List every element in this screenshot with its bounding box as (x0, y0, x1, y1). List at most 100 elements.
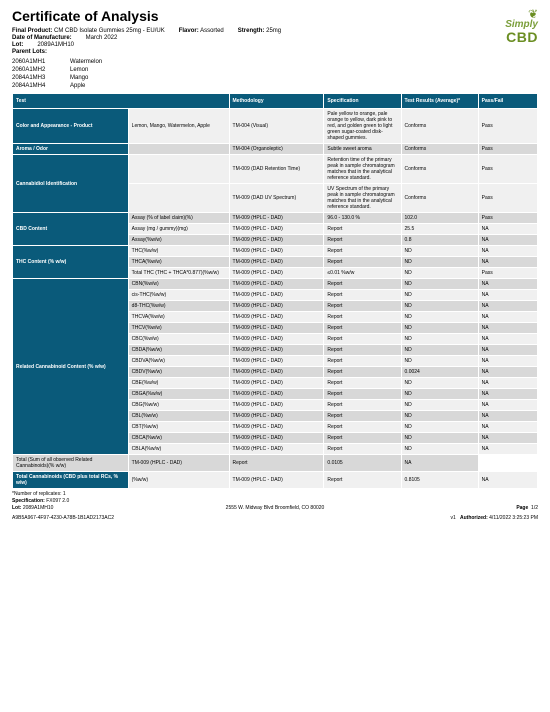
parent-lot-flavor: Watermelon (70, 59, 102, 65)
spec-cell: Report (324, 235, 401, 246)
flavor-label: Flavor: (179, 28, 199, 34)
spec-cell: Report (324, 389, 401, 400)
sub-cell: CBT(%w/w) (128, 422, 229, 433)
results-table: Test Methodology Specification Test Resu… (12, 93, 538, 489)
method-cell: TM-009 (HPLC - DAD) (229, 334, 324, 345)
parent-lots-label: Parent Lots: (12, 49, 47, 55)
sub-cell: Assay (mg / gummy)(mg) (128, 224, 229, 235)
method-cell: TM-009 (HPLC - DAD) (229, 279, 324, 290)
footer-lot-label: Lot: (12, 505, 21, 511)
strength-label: Strength: (238, 28, 265, 34)
method-cell: TM-009 (HPLC - DAD) (229, 312, 324, 323)
passfail-cell: NA (478, 472, 537, 489)
passfail-cell: NA (478, 323, 537, 334)
th-spec: Specification (324, 94, 401, 109)
result-cell: 0.0024 (401, 367, 478, 378)
spec-cell: Report (324, 290, 401, 301)
method-cell: TM-009 (HPLC - DAD) (229, 472, 324, 489)
method-cell: TM-009 (HPLC - DAD) (229, 433, 324, 444)
method-cell: TM-009 (DAD UV Spectrum) (229, 184, 324, 213)
method-cell: TM-009 (HPLC - DAD) (229, 356, 324, 367)
result-cell: 0.0105 (324, 455, 401, 472)
result-cell: ND (401, 268, 478, 279)
sub-cell: CBN(%w/w) (128, 279, 229, 290)
sub-cell: Assay (% of label claim)(%) (128, 213, 229, 224)
sub-cell: Total THC (THC + THCA*0.877)(%w/w) (128, 268, 229, 279)
method-cell: TM-009 (HPLC - DAD) (229, 224, 324, 235)
result-cell: Conforms (401, 184, 478, 213)
sub-cell: cis-THC(%w/w) (128, 290, 229, 301)
sub-cell: CBGA(%w/w) (128, 389, 229, 400)
passfail-cell: NA (478, 345, 537, 356)
result-cell: 0.8 (401, 235, 478, 246)
parent-lot-flavor: Apple (70, 83, 85, 89)
final-product: CM CBD Isolate Gummies 25mg - EU/UK (54, 28, 165, 34)
sub-cell: CBL(%w/w) (128, 411, 229, 422)
sub-cell (128, 144, 229, 155)
final-product-label: Final Product: (12, 28, 52, 34)
th-results: Test Results (Average)* (401, 94, 478, 109)
dom-label: Date of Manufacture: (12, 35, 72, 41)
parent-lots-list: 2060A1MH1Watermelon2060A1MH2Lemon2084A1M… (12, 59, 538, 89)
result-cell: ND (401, 444, 478, 455)
method-cell: TM-004 (Organoleptic) (229, 144, 324, 155)
category-cell: CBD Content (13, 213, 129, 246)
result-cell: ND (401, 378, 478, 389)
sub-cell: CBLA(%w/w) (128, 444, 229, 455)
passfail-cell: NA (478, 411, 537, 422)
dom: March 2022 (86, 35, 118, 41)
th-passfail: Pass/Fail (478, 94, 537, 109)
method-cell: TM-009 (HPLC - DAD) (229, 367, 324, 378)
table-row: Total Cannabinoids (CBD plus total RCs, … (13, 472, 538, 489)
sub-cell: CBCA(%w/w) (128, 433, 229, 444)
passfail-cell: NA (478, 433, 537, 444)
method-cell: TM-009 (HPLC - DAD) (229, 290, 324, 301)
spec-cell: UV Spectrum of the primary peak in sampl… (324, 184, 401, 213)
spec-cell: Report (324, 472, 401, 489)
spec-cell: Report (324, 334, 401, 345)
result-cell: ND (401, 356, 478, 367)
passfail-cell: NA (478, 279, 537, 290)
table-row: Aroma / OdorTM-004 (Organoleptic)Subtle … (13, 144, 538, 155)
spec-cell: Report (324, 356, 401, 367)
spec-cell: Report (324, 279, 401, 290)
parent-lot-code: 2060A1MH2 (12, 67, 62, 73)
category-cell: Total Cannabinoids (CBD plus total RCs, … (13, 472, 129, 489)
category-cell: THC Content (% w/w) (13, 246, 129, 279)
table-row: Total (Sum of all observed Related Canna… (13, 455, 538, 472)
result-cell: ND (401, 433, 478, 444)
passfail-cell: NA (478, 246, 537, 257)
result-cell: ND (401, 389, 478, 400)
spec-cell: Report (324, 323, 401, 334)
method-cell: TM-009 (HPLC - DAD) (229, 235, 324, 246)
sub-cell: Assay(%w/w) (128, 235, 229, 246)
parent-lot-code: 2084A1MH4 (12, 83, 62, 89)
result-cell: ND (401, 400, 478, 411)
category-cell: Color and Appearance - Product (13, 109, 129, 144)
sub-cell: CBE(%w/w) (128, 378, 229, 389)
passfail-cell: NA (478, 422, 537, 433)
auth-label: Authorized: (460, 515, 488, 521)
passfail-cell: NA (478, 312, 537, 323)
category-cell: Related Cannabinoid Content (% w/w) (13, 279, 129, 455)
result-cell: ND (401, 323, 478, 334)
method-cell: TM-009 (HPLC - DAD) (229, 444, 324, 455)
table-row: Color and Appearance - ProductLemon, Man… (13, 109, 538, 144)
passfail-cell: Pass (478, 155, 537, 184)
passfail-cell: Pass (478, 268, 537, 279)
method-cell: TM-009 (HPLC - DAD) (229, 422, 324, 433)
spec-cell: Report (324, 411, 401, 422)
spec-cell: Report (324, 224, 401, 235)
page-number: 1/2 (531, 505, 538, 511)
method-cell: TM-009 (HPLC - DAD) (229, 323, 324, 334)
parent-lot-row: 2084A1MH3Mango (12, 75, 538, 81)
method-cell: TM-009 (HPLC - DAD) (229, 400, 324, 411)
result-cell: ND (401, 257, 478, 268)
sub-cell: CBDA(%w/w) (128, 345, 229, 356)
passfail-cell: Pass (478, 144, 537, 155)
passfail-cell: NA (478, 257, 537, 268)
result-cell: ND (401, 345, 478, 356)
spec-cell: Report (324, 312, 401, 323)
passfail-cell: Pass (478, 184, 537, 213)
spec-cell: Report (324, 433, 401, 444)
